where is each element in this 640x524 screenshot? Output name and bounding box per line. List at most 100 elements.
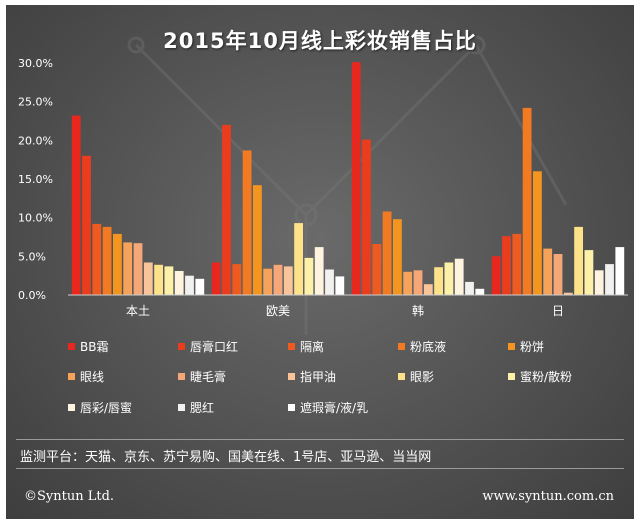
bar — [605, 264, 614, 295]
legend-item: 指甲油 — [288, 368, 336, 384]
bar — [475, 288, 485, 295]
bar — [232, 264, 242, 295]
bar — [253, 185, 262, 295]
bar — [382, 211, 392, 295]
legend-item: 粉饼 — [508, 338, 544, 354]
bar — [584, 250, 594, 295]
bar — [393, 219, 402, 295]
bar — [294, 223, 303, 295]
bar — [423, 284, 433, 295]
y-tick-label: 5.0% — [18, 250, 46, 263]
bar — [533, 171, 542, 295]
bar — [434, 267, 443, 295]
chart-title: 2015年10月线上彩妆销售占比 — [163, 29, 477, 53]
y-tick-label: 0.0% — [18, 289, 46, 302]
bar — [465, 281, 474, 295]
platform-top-divider — [16, 439, 624, 440]
bar — [372, 244, 382, 295]
legend-swatch — [178, 372, 185, 380]
legend-label: 腮红 — [190, 400, 215, 415]
legend-item: 眼线 — [68, 368, 104, 384]
bar — [283, 266, 293, 295]
legend-item: 蜜粉/散粉 — [508, 368, 572, 384]
legend-label: 粉底液 — [410, 339, 447, 354]
legend-item: BB霜 — [68, 338, 108, 354]
bar — [242, 150, 252, 295]
legend-label: 眼影 — [410, 369, 435, 384]
legend-label: 指甲油 — [300, 369, 337, 384]
legend-label: 唇彩/唇蜜 — [80, 400, 133, 415]
legend-swatch — [68, 342, 75, 350]
platform-text: 监测平台：天猫、京东、苏宁易购、国美在线、1号店、亚马逊、当当网 — [20, 450, 432, 465]
bar — [491, 256, 501, 295]
bar — [273, 264, 283, 295]
bar — [502, 236, 511, 295]
bar — [362, 139, 371, 295]
y-tick-label: 10.0% — [18, 212, 53, 225]
bar — [211, 262, 221, 295]
bar — [164, 266, 174, 295]
legend-label: 遮瑕膏/液/乳 — [300, 400, 369, 415]
legend-label: 隔离 — [300, 339, 325, 354]
legend-item: 眼影 — [398, 368, 434, 384]
bar — [123, 242, 133, 295]
bar — [113, 233, 122, 295]
legend-label: 唇膏口红 — [190, 339, 239, 354]
bar — [143, 262, 153, 295]
legend-item: 遮瑕膏/液/乳 — [288, 399, 368, 415]
legend-item: 睫毛膏 — [178, 368, 226, 384]
bar — [553, 254, 563, 295]
legend-label: 粉饼 — [520, 339, 545, 354]
x-category-label: 日 — [552, 304, 564, 318]
x-category-label: 韩 — [412, 303, 424, 318]
bar — [522, 107, 532, 296]
bar — [454, 258, 464, 295]
legend-label: 蜜粉/散粉 — [520, 369, 573, 384]
bar — [615, 247, 625, 295]
chart-frame: 0.0% 5.0% 10.0% 15.0% 20.0% 25.0% 30.0% 本土 欧美 韩 日… — [6, 5, 634, 519]
bar — [543, 248, 553, 295]
legend-item: 唇膏口红 — [178, 338, 238, 354]
legend-swatch — [508, 372, 515, 380]
bar — [574, 226, 583, 295]
bar — [403, 271, 413, 295]
legend-swatch — [398, 342, 405, 350]
legend-swatch — [178, 342, 185, 350]
bar — [594, 270, 604, 295]
legend-swatch — [178, 403, 185, 411]
bar — [335, 276, 345, 295]
legend-label: 眼线 — [80, 369, 105, 384]
bar — [222, 124, 231, 296]
legend-item: 唇彩/唇蜜 — [68, 399, 132, 415]
bar — [71, 115, 81, 295]
bar — [512, 233, 522, 295]
bar — [92, 223, 102, 295]
bar — [102, 226, 112, 295]
legend-item: 腮红 — [178, 399, 214, 415]
background-decoration — [127, 35, 568, 335]
bar — [154, 264, 163, 295]
bar — [174, 271, 184, 295]
website-link[interactable]: www.syntun.com.cn — [482, 489, 614, 504]
bar — [82, 155, 91, 295]
legend-label: 睫毛膏 — [190, 369, 227, 384]
y-tick-label: 30.0% — [18, 57, 53, 70]
legend-item: 粉底液 — [398, 338, 446, 354]
y-tick-label: 15.0% — [18, 173, 53, 186]
platform-bottom-divider — [16, 468, 624, 469]
bar — [413, 270, 423, 295]
copyright-text: ©Syntun Ltd. — [24, 489, 115, 504]
bar — [314, 247, 324, 295]
chart-plot: 0.0% 5.0% 10.0% 15.0% 20.0% 25.0% 30.0% 本土 欧美 韩 日 — [18, 35, 628, 335]
bar — [444, 262, 454, 295]
bar — [351, 62, 361, 296]
bar — [325, 269, 334, 295]
legend-swatch — [398, 372, 405, 380]
y-tick-label: 20.0% — [18, 134, 53, 147]
legend-label: BB霜 — [80, 339, 109, 354]
legend-item: 隔离 — [288, 338, 324, 354]
legend-swatch — [288, 372, 295, 380]
legend-swatch — [68, 372, 75, 380]
bar — [133, 243, 143, 295]
bar — [263, 268, 273, 295]
